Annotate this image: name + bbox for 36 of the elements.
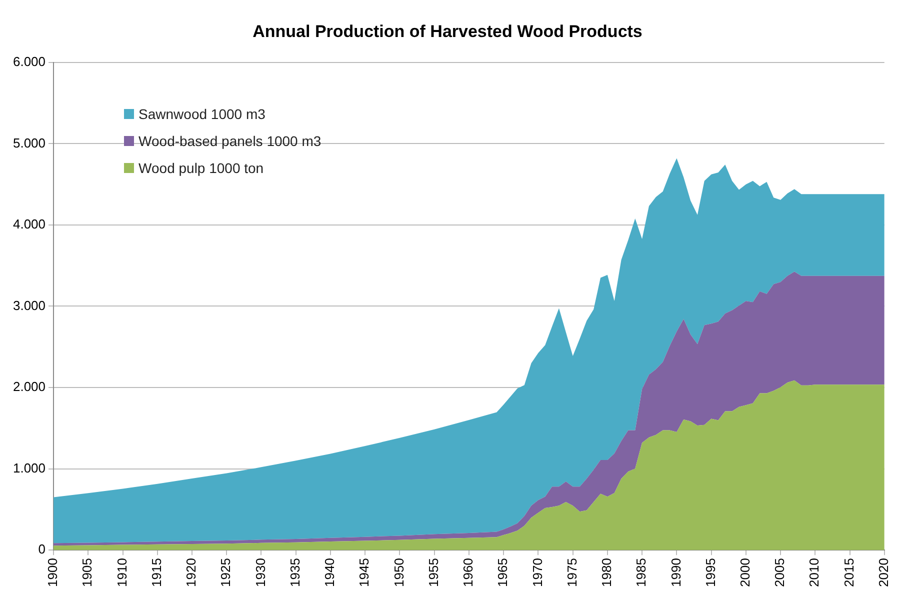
legend-label: Wood pulp 1000 ton: [138, 160, 264, 176]
x-tick-label: 1975: [564, 558, 580, 587]
x-tick-label: 1955: [426, 558, 441, 587]
x-tick-label: 1940: [322, 558, 338, 587]
x-tick-label: 1985: [634, 558, 649, 587]
x-tick-label: 2010: [806, 558, 822, 587]
y-tick-label: 1.000: [12, 460, 46, 476]
x-tick-label: 1945: [356, 558, 372, 587]
x-tick-label: 1960: [460, 558, 476, 587]
chart-title: Annual Production of Harvested Wood Products: [252, 22, 642, 41]
x-tick-label: 2020: [876, 558, 891, 587]
x-tick-label: 1990: [668, 558, 684, 587]
y-tick-label: 2.000: [12, 379, 46, 394]
y-tick-label: 6.000: [12, 54, 46, 69]
x-tick-label: 1965: [495, 558, 510, 587]
x-tick-label: 1900: [45, 558, 60, 587]
x-tick-label: 1935: [287, 558, 302, 587]
x-tick-label: 1915: [148, 558, 164, 587]
x-tick-label: 1950: [391, 558, 406, 587]
x-tick-label: 1925: [218, 558, 234, 587]
y-tick-label: 5.000: [12, 135, 46, 150]
x-tick-label: 1905: [80, 558, 95, 587]
x-tick-label: 1980: [599, 558, 614, 587]
y-tick-label: 3.000: [12, 298, 46, 313]
x-tick-label: 1920: [184, 558, 199, 587]
x-tick-label: 2005: [772, 558, 788, 587]
x-tick-label: 2000: [738, 558, 752, 587]
x-tick-label: 2015: [841, 558, 856, 587]
x-tick-label: 1970: [530, 558, 545, 587]
x-tick-label: 1910: [114, 558, 130, 587]
y-tick-label: 0: [38, 542, 46, 557]
legend-label: Sawnwood 1000 m3: [138, 106, 266, 122]
x-tick-label: 1995: [702, 558, 718, 587]
legend-label: Wood-based panels 1000 m3: [138, 133, 322, 150]
y-tick-label: 4.000: [12, 216, 46, 232]
x-tick-label: 1930: [252, 558, 268, 587]
